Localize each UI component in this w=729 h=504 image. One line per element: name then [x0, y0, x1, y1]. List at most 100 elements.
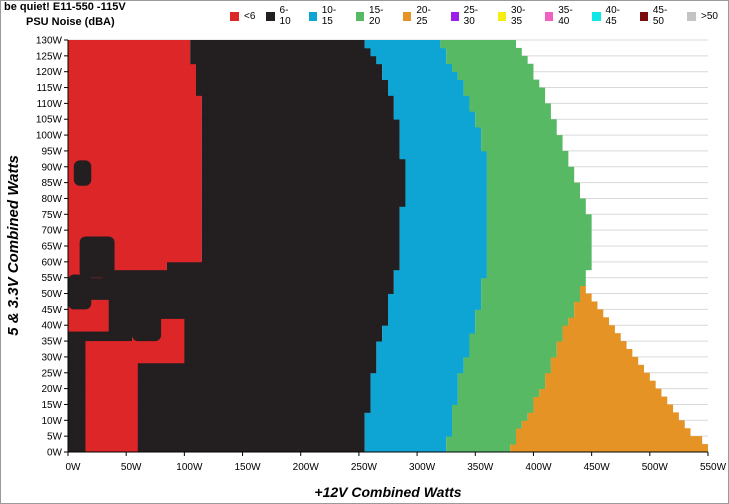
band-20-25-cell	[527, 412, 679, 421]
legend-label: 10-15	[321, 5, 337, 27]
band-6-10-cell	[68, 404, 371, 413]
band-15-20-cell	[486, 198, 586, 207]
legend-swatch	[545, 11, 554, 21]
band-10-15-cell	[376, 364, 464, 374]
legend-item: 40-45	[592, 5, 628, 27]
band-below-6-cell	[68, 119, 202, 128]
x-tick-label: 300W	[409, 462, 436, 473]
band-below-6-cell	[68, 103, 202, 112]
legend-swatch	[266, 11, 275, 21]
band-below-6-cell	[68, 253, 202, 263]
legend-label: 30-35	[510, 5, 526, 27]
band-below-6-cell	[68, 214, 202, 223]
legend-item: 25-30	[450, 5, 487, 27]
band-10-15-cell	[388, 79, 464, 88]
band-15-20-cell	[486, 206, 586, 215]
y-tick-label: 40W	[41, 321, 62, 332]
band-below-6-cell	[68, 158, 202, 168]
band-10-15-cell	[382, 63, 452, 73]
legend-item: 10-15	[308, 5, 345, 27]
band-10-15-cell	[405, 174, 487, 184]
band-10-15-cell	[370, 404, 452, 413]
band-15-20-cell	[463, 364, 551, 374]
band-6-10-cell	[68, 372, 371, 382]
band-15-20-cell	[457, 388, 540, 397]
y-tick-label: 25W	[41, 368, 62, 379]
band-10-15-cell	[364, 444, 447, 453]
y-tick-label: 55W	[41, 273, 62, 284]
legend-item: 6-10	[266, 5, 297, 27]
band-6-10-cell	[68, 428, 365, 437]
band-10-15-cell	[376, 55, 447, 65]
band-6-10-cell	[68, 301, 388, 310]
x-tick-label: 450W	[584, 462, 611, 473]
band-6-10-cell	[201, 206, 400, 215]
y-tick-label: 60W	[41, 257, 62, 268]
band-10-15-cell	[388, 309, 476, 318]
band-below-6-cell	[68, 63, 196, 73]
band-10-15-cell	[376, 356, 464, 366]
band-10-15-cell	[376, 341, 470, 350]
band-10-15-cell	[393, 269, 487, 279]
band-10-15-cell	[399, 253, 487, 263]
band-6-10-cell	[68, 388, 371, 397]
band-below-6-cell	[68, 222, 202, 231]
band-6-10-cell	[201, 127, 400, 136]
below-6-patch	[85, 341, 138, 452]
band-6-10-cell	[68, 277, 394, 287]
legend-swatch	[308, 11, 317, 21]
band-20-25-cell	[550, 364, 644, 374]
band-10-15-cell	[399, 206, 487, 215]
band-10-15-cell	[399, 238, 487, 247]
legend-swatch	[230, 11, 239, 21]
legend-label: 15-20	[369, 5, 384, 27]
band-10-15-cell	[376, 349, 470, 358]
band-6-10-cell	[196, 79, 388, 88]
band-10-15-cell	[370, 380, 458, 390]
x-tick-label: 500W	[642, 462, 669, 473]
band-15-20-cell	[486, 190, 580, 199]
band-15-20-cell	[440, 40, 516, 49]
band-10-15-cell	[405, 190, 487, 199]
band-10-15-cell	[405, 182, 487, 191]
band-10-15-cell	[364, 40, 441, 49]
band-below-6-cell	[68, 206, 202, 215]
band-15-20-cell	[452, 63, 534, 73]
band-below-6-cell	[68, 71, 196, 81]
band-below-6-cell	[68, 182, 202, 191]
legend-swatch	[686, 11, 696, 21]
band-10-15-cell	[370, 47, 447, 57]
y-tick-label: 125W	[36, 51, 63, 62]
band-6-10-cell	[68, 420, 365, 429]
band-15-20-cell	[475, 309, 575, 318]
band-10-15-cell	[393, 111, 476, 120]
legend-label: 40-45	[605, 5, 620, 27]
band-15-20-cell	[486, 174, 575, 184]
band-6-10-cell	[68, 436, 365, 445]
band-15-20-cell	[446, 444, 511, 453]
legend-item: 20-25	[403, 5, 439, 27]
legend-item: <6	[230, 11, 255, 22]
band-6-10-cell	[166, 261, 400, 271]
y-tick-label: 10W	[41, 416, 62, 427]
band-below-6-cell	[68, 95, 202, 104]
y-tick-label: 65W	[41, 242, 62, 253]
x-tick-label: 400W	[525, 462, 552, 473]
band-10-15-cell	[399, 119, 476, 128]
band-below-6-cell	[68, 150, 202, 160]
band-below-6-cell	[68, 190, 202, 199]
band-10-15-cell	[382, 71, 458, 81]
band-15-20-cell	[486, 246, 592, 255]
band-6-10-cell	[201, 246, 400, 255]
legend-label: 35-40	[558, 5, 573, 27]
band-15-20-cell	[475, 325, 563, 334]
band-6-10-cell	[201, 198, 406, 207]
band-20-25-cell	[516, 436, 703, 445]
band-15-20-cell	[463, 79, 540, 88]
band-below-6-cell	[68, 261, 167, 271]
band-10-15-cell	[399, 150, 487, 160]
band-6-10-cell	[201, 158, 406, 168]
band-6-10-cell	[201, 166, 406, 176]
band-10-15-cell	[364, 412, 452, 421]
legend-swatch	[355, 11, 365, 21]
